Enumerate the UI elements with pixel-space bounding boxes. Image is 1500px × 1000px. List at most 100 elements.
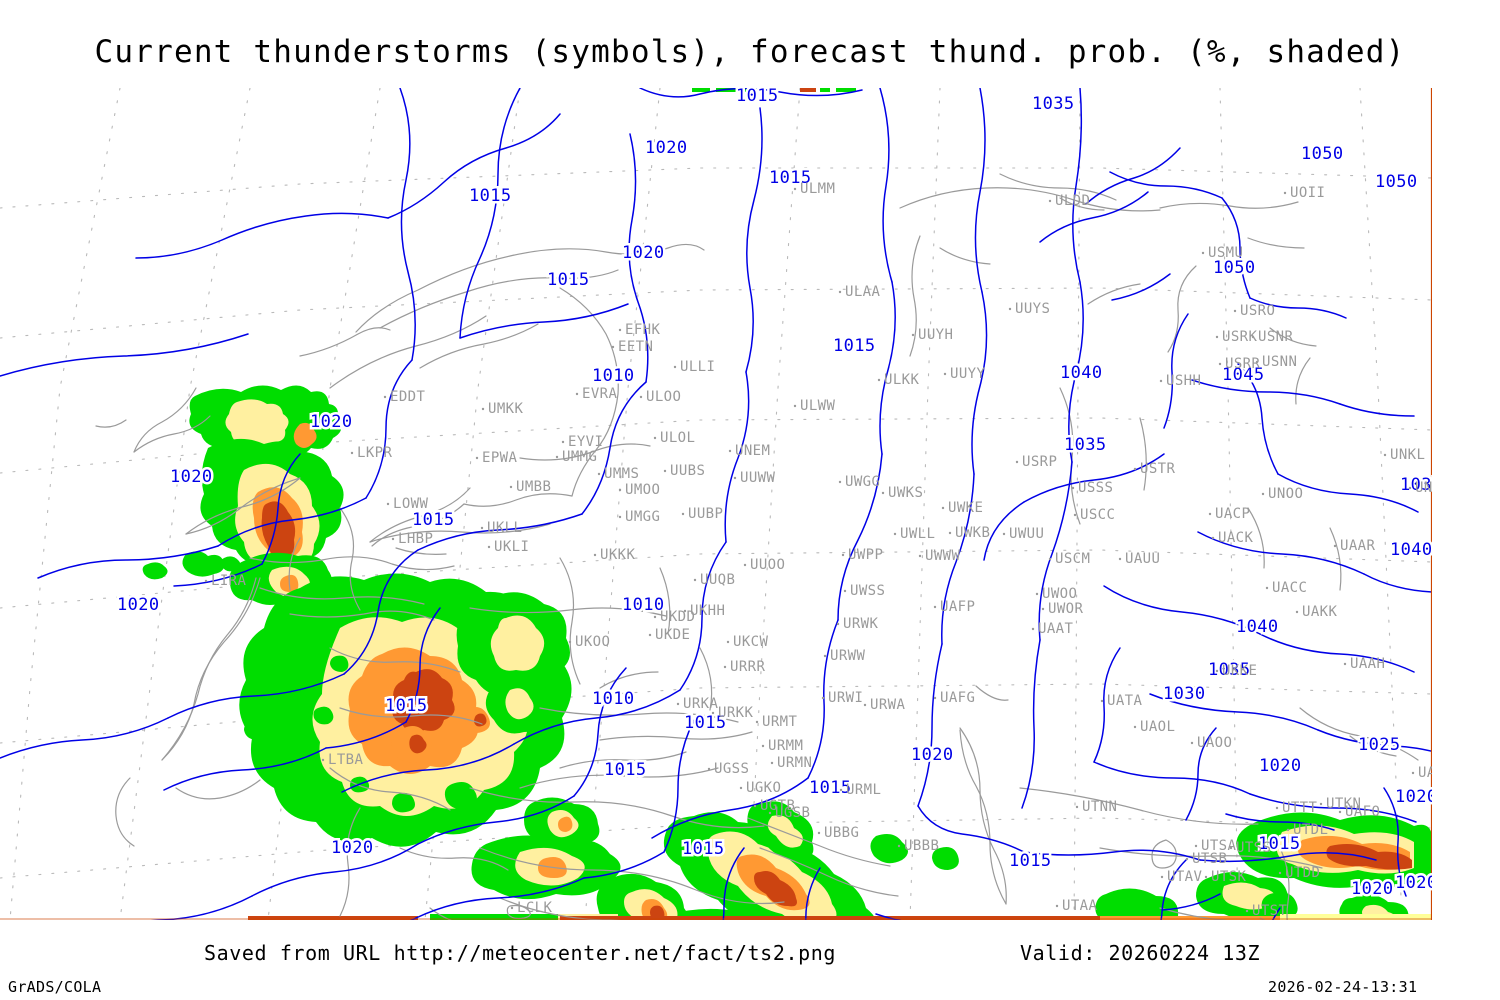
station-dot-icon bbox=[1190, 741, 1194, 745]
station-marker: UWKE bbox=[941, 500, 983, 516]
station-id-label: UTAV bbox=[1167, 869, 1202, 885]
station-marker: URMT bbox=[755, 714, 797, 730]
station-dot-icon bbox=[1295, 610, 1299, 614]
station-marker: UAFP bbox=[933, 599, 975, 615]
station-dot-icon bbox=[383, 395, 387, 399]
station-marker: UTSS bbox=[1229, 840, 1271, 856]
isobar-label-halo: 1020 bbox=[911, 745, 954, 765]
station-marker: UKCW bbox=[726, 634, 768, 650]
station-id-label: UMMS bbox=[604, 466, 639, 482]
station-id-label: UATA bbox=[1107, 693, 1142, 709]
isobar-label-halo: 1020 bbox=[1395, 787, 1434, 807]
map-canvas[interactable]: 1015 1015 1035 1035 1020 1020 1050 1050 1015 1015… bbox=[0, 88, 1434, 921]
station-dot-icon bbox=[817, 831, 821, 835]
station-id-label: UUBP bbox=[688, 506, 723, 522]
station-id-label: UMBB bbox=[516, 479, 551, 495]
station-id-label: UWWW bbox=[925, 548, 960, 564]
station-dot-icon bbox=[948, 531, 952, 535]
station-marker: EETN bbox=[611, 339, 653, 355]
station-id-label: UOII bbox=[1290, 185, 1325, 201]
station-marker: USHH bbox=[1159, 373, 1201, 389]
station-id-label: UTSA bbox=[1201, 838, 1236, 854]
isobar-label-halo: 1015 bbox=[682, 839, 725, 859]
isobar-label: 1020 bbox=[310, 412, 353, 432]
station-marker: URMN bbox=[770, 755, 812, 771]
station-dot-icon bbox=[391, 537, 395, 541]
station-id-label: UWPP bbox=[848, 547, 883, 563]
isobar-label: 1050 bbox=[1213, 258, 1256, 278]
station-id-label: USNN bbox=[1262, 354, 1297, 370]
station-id-label: UAFO bbox=[1345, 804, 1380, 820]
station-dot-icon bbox=[753, 804, 757, 808]
station-id-label: UTAA bbox=[1062, 898, 1097, 914]
station-marker: UTDL bbox=[1286, 822, 1328, 838]
station-dot-icon bbox=[1075, 805, 1079, 809]
station-marker: UWGG bbox=[838, 474, 880, 490]
isobar-label-halo: 1015 bbox=[736, 88, 779, 106]
station-dot-icon bbox=[561, 440, 565, 444]
station-marker: URRR bbox=[723, 659, 765, 675]
station-marker: UAUU bbox=[1118, 551, 1160, 567]
station-marker: UTAV bbox=[1160, 869, 1202, 885]
station-dot-icon bbox=[1071, 486, 1075, 490]
station-marker: LIRA bbox=[204, 573, 246, 589]
isobar-label: 1010 bbox=[622, 595, 665, 615]
station-dot-icon bbox=[1194, 844, 1198, 848]
station-marker: UKKE bbox=[1215, 663, 1257, 679]
station-dot-icon bbox=[1319, 802, 1323, 806]
station-dot-icon bbox=[1133, 467, 1137, 471]
station-dot-icon bbox=[911, 333, 915, 337]
grads-credit: GrADS/COLA bbox=[8, 978, 102, 996]
station-dot-icon bbox=[204, 579, 208, 583]
station-dot-icon bbox=[1118, 557, 1122, 561]
station-dot-icon bbox=[597, 472, 601, 476]
station-id-label: UWSS bbox=[850, 583, 885, 599]
station-marker: ULDD bbox=[1048, 193, 1090, 209]
isobar-label: 1035 bbox=[1032, 94, 1075, 114]
station-dot-icon bbox=[683, 609, 687, 613]
station-dot-icon bbox=[1278, 871, 1282, 875]
station-id-label: UTST bbox=[1252, 903, 1287, 919]
station-id-label: UAAT bbox=[1038, 621, 1073, 637]
station-marker: USMU bbox=[1201, 245, 1243, 261]
station-id-label: UKOO bbox=[575, 634, 610, 650]
isobar-label-halo: 1015 bbox=[769, 168, 812, 188]
station-dot-icon bbox=[755, 720, 759, 724]
station-dot-icon bbox=[350, 451, 354, 455]
station-marker: EYVI bbox=[561, 434, 603, 450]
station-dot-icon bbox=[726, 640, 730, 644]
station-dot-icon bbox=[1383, 453, 1387, 457]
render-timestamp: 2026-02-24-13:31 bbox=[1268, 978, 1418, 996]
station-marker: LCLK bbox=[510, 900, 552, 916]
station-marker: UBBB bbox=[897, 838, 939, 854]
station-id-label: UUYY bbox=[950, 366, 985, 382]
station-id-label: USCM bbox=[1055, 551, 1090, 567]
station-dot-icon bbox=[793, 187, 797, 191]
station-dot-icon bbox=[1343, 662, 1347, 666]
station-dot-icon bbox=[1286, 828, 1290, 832]
station-id-label: USTR bbox=[1140, 461, 1175, 477]
station-dot-icon bbox=[1283, 191, 1287, 195]
isobar-label: 1040 bbox=[1060, 363, 1103, 383]
station-marker: ULKK bbox=[877, 372, 919, 388]
station-marker: UMBB bbox=[509, 479, 551, 495]
station-id-label: URKA bbox=[683, 696, 718, 712]
station-marker: UWUU bbox=[1002, 526, 1044, 542]
station-id-label: UTDD bbox=[1285, 865, 1320, 881]
isobar-label-halo: 1015 bbox=[412, 510, 455, 530]
station-dot-icon bbox=[1159, 379, 1163, 383]
isobar-label: 1020 bbox=[1395, 787, 1434, 807]
station-dot-icon bbox=[1233, 309, 1237, 313]
station-marker: UKLI bbox=[487, 539, 529, 555]
station-dot-icon bbox=[838, 480, 842, 484]
station-marker: UKOO bbox=[568, 634, 610, 650]
station-id-label: UUYS bbox=[1015, 301, 1050, 317]
station-dot-icon bbox=[568, 640, 572, 644]
station-marker: UAFO bbox=[1338, 804, 1380, 820]
isobar-label: 1035 bbox=[1064, 435, 1107, 455]
station-marker: USCC bbox=[1073, 507, 1115, 523]
station-id-label: ULOO bbox=[646, 389, 681, 405]
station-id-label: UAKK bbox=[1302, 604, 1337, 620]
station-id-label: UACC bbox=[1272, 580, 1307, 596]
